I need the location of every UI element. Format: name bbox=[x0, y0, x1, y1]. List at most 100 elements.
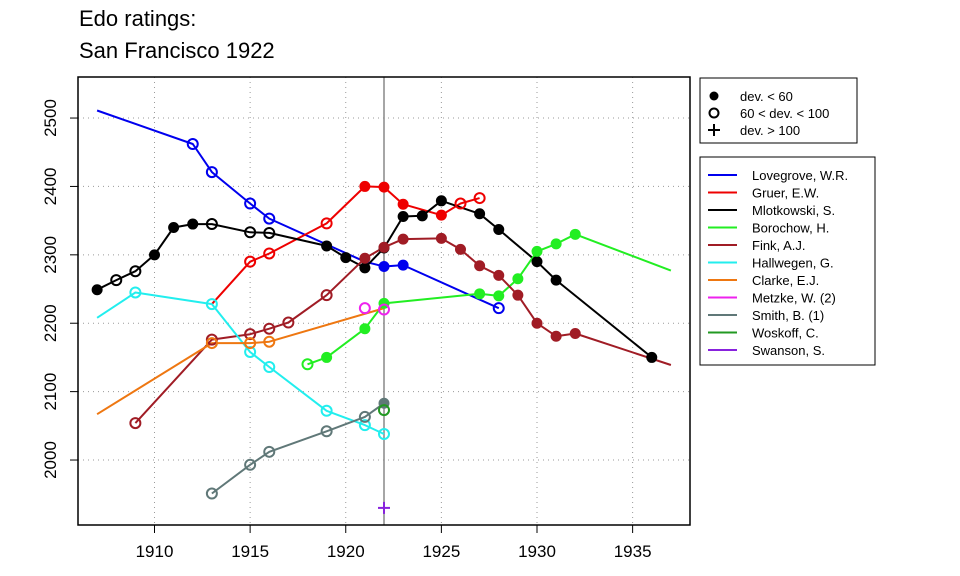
data-point bbox=[493, 290, 505, 302]
data-point bbox=[263, 212, 276, 225]
data-point bbox=[455, 243, 466, 255]
legend-label-0: Lovegrove, W.R. bbox=[752, 168, 848, 183]
x-tick-label: 1910 bbox=[136, 542, 174, 561]
data-point bbox=[149, 249, 160, 261]
legend-marker-open bbox=[708, 107, 720, 119]
data-point bbox=[378, 428, 390, 441]
data-point bbox=[454, 197, 467, 210]
y-tick-label: 2400 bbox=[41, 167, 60, 205]
data-point bbox=[646, 351, 658, 363]
data-point bbox=[493, 224, 505, 236]
legend-label-8: Smith, B. (1) bbox=[752, 308, 824, 323]
data-point bbox=[168, 221, 180, 233]
data-point bbox=[129, 265, 142, 278]
data-point bbox=[550, 238, 562, 250]
data-point bbox=[244, 328, 257, 341]
data-point bbox=[205, 337, 218, 350]
legend-marker-plus bbox=[708, 124, 720, 136]
data-point bbox=[110, 274, 123, 287]
data-point bbox=[244, 197, 257, 210]
data-point bbox=[359, 180, 371, 192]
y-tick-label: 2000 bbox=[41, 441, 60, 479]
data-point bbox=[397, 211, 409, 223]
legend-marker-filled bbox=[709, 91, 719, 101]
data-point bbox=[397, 233, 409, 245]
data-point bbox=[550, 274, 562, 286]
data-point bbox=[531, 256, 543, 268]
data-point bbox=[301, 358, 314, 371]
y-tick-label: 2200 bbox=[41, 304, 60, 342]
data-point bbox=[531, 317, 543, 329]
x-tick-label: 1930 bbox=[518, 542, 556, 561]
data-point bbox=[435, 232, 447, 244]
legend-label-7: Metzke, W. (2) bbox=[752, 291, 836, 306]
data-point bbox=[378, 241, 390, 253]
data-point bbox=[129, 417, 142, 430]
data-point bbox=[359, 252, 371, 264]
legend-marker-label: 60 < dev. < 100 bbox=[740, 106, 829, 121]
data-point bbox=[358, 410, 371, 423]
data-point bbox=[263, 322, 276, 335]
data-point bbox=[321, 240, 333, 252]
data-point bbox=[263, 445, 276, 458]
data-point bbox=[569, 327, 581, 339]
data-point bbox=[378, 404, 390, 417]
marker-legend-box bbox=[699, 77, 858, 144]
y-tick-label: 2100 bbox=[41, 373, 60, 411]
data-point bbox=[263, 335, 276, 348]
series-line-8 bbox=[211, 402, 385, 495]
legend-marker-label: dev. < 60 bbox=[740, 89, 793, 104]
data-point bbox=[378, 260, 390, 272]
data-point bbox=[378, 501, 390, 514]
data-point bbox=[416, 210, 428, 222]
data-point bbox=[282, 316, 295, 329]
data-point bbox=[244, 337, 257, 350]
data-point bbox=[550, 330, 562, 342]
data-point bbox=[244, 345, 257, 358]
data-point bbox=[569, 228, 581, 240]
legend-label-9: Woskoff, C. bbox=[752, 326, 819, 341]
data-point bbox=[358, 419, 371, 432]
data-point bbox=[435, 195, 447, 207]
data-point bbox=[474, 260, 486, 272]
x-tick-label: 1920 bbox=[327, 542, 365, 561]
data-point bbox=[263, 226, 276, 239]
data-point bbox=[320, 217, 333, 230]
data-point bbox=[473, 192, 486, 205]
data-point bbox=[263, 361, 276, 374]
series-line-0 bbox=[96, 109, 500, 310]
data-point bbox=[492, 302, 505, 315]
data-point bbox=[205, 487, 218, 500]
data-point bbox=[493, 269, 505, 281]
data-point bbox=[512, 273, 524, 285]
y-tick-label: 2500 bbox=[41, 99, 60, 137]
data-point bbox=[205, 218, 218, 231]
x-tick-label: 1935 bbox=[614, 542, 652, 561]
legend-label-3: Borochow, H. bbox=[752, 221, 829, 236]
series-line-6 bbox=[96, 307, 385, 416]
data-point bbox=[244, 255, 257, 268]
series-line-1 bbox=[211, 185, 480, 305]
legend-label-10: Swanson, S. bbox=[752, 343, 825, 358]
x-tick-label: 1915 bbox=[231, 542, 269, 561]
data-point bbox=[205, 166, 218, 179]
legend-label-5: Hallwegen, G. bbox=[752, 256, 834, 271]
y-tick-label: 2300 bbox=[41, 236, 60, 274]
data-point bbox=[359, 323, 371, 335]
data-point bbox=[244, 458, 257, 471]
data-point bbox=[512, 289, 524, 301]
x-tick-label: 1925 bbox=[422, 542, 460, 561]
data-point bbox=[474, 208, 486, 220]
data-point bbox=[359, 262, 371, 274]
data-point bbox=[187, 218, 199, 230]
legend-label-6: Clarke, E.J. bbox=[752, 273, 819, 288]
data-point bbox=[378, 181, 390, 193]
data-point bbox=[129, 286, 142, 299]
data-point bbox=[378, 303, 390, 316]
data-point bbox=[321, 351, 333, 363]
data-point bbox=[340, 252, 352, 264]
legend-label-1: Gruer, E.W. bbox=[752, 186, 819, 201]
data-point bbox=[397, 198, 409, 210]
